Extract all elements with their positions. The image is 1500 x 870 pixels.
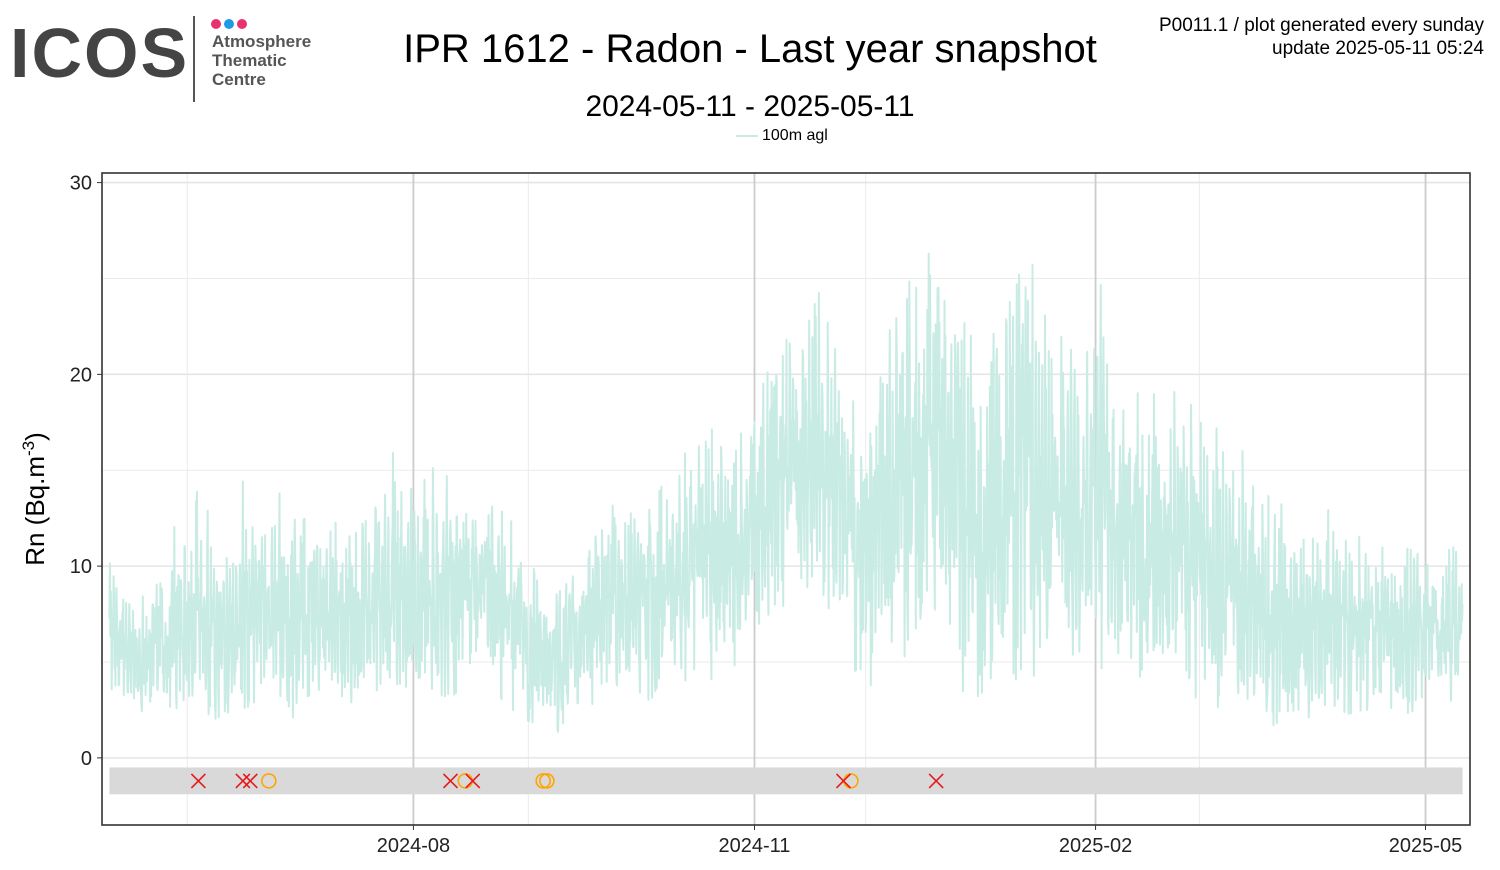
- logo-line: Centre: [212, 70, 266, 89]
- flag-suspicious-marker: [261, 773, 277, 789]
- plot-id-text: P0011.1 / plot generated every sunday: [1159, 15, 1484, 36]
- y-tick-label: 10: [70, 556, 92, 578]
- y-tick-label: 20: [70, 364, 92, 386]
- x-tick-label: 2024-11: [719, 835, 791, 857]
- x-tick-label: 2025-05: [1389, 835, 1462, 857]
- legend-line-swatch: [736, 134, 758, 137]
- logo-dot-icon: [224, 19, 234, 29]
- chart-title: IPR 1612 - Radon - Last year snapshot: [403, 27, 1097, 71]
- logo-dots-icon: [211, 16, 250, 34]
- flag-suspicious-marker: [535, 773, 551, 789]
- flag-band: [109, 767, 1463, 795]
- flag-rejected-marker: [190, 773, 206, 789]
- flag-rejected-marker: [235, 773, 251, 789]
- update-timestamp: update 2025-05-11 05:24: [1272, 38, 1484, 59]
- flag-rejected-marker: [835, 773, 852, 789]
- logo-line: Thematic: [212, 51, 287, 70]
- y-axis-title-main: Rn (Bq.m: [20, 456, 50, 566]
- radon-series-line: [108, 252, 1464, 733]
- y-tick-label: 30: [70, 173, 92, 195]
- logo-wordmark: ICOS: [10, 14, 190, 92]
- flag-rejected-marker: [928, 773, 944, 789]
- plot-meta: P0011.1 / plot generated every sunday up…: [1159, 14, 1484, 60]
- x-tick-label: 2025-02: [1059, 835, 1132, 857]
- y-tick-label: 0: [81, 748, 92, 770]
- legend-series-label: 100m agl: [762, 127, 828, 144]
- logo-line: Atmosphere: [212, 32, 312, 51]
- y-axis-title-superscript: -3: [19, 441, 38, 456]
- logo-divider: [193, 16, 195, 102]
- chart-subtitle: 2024-05-11 - 2025-05-11: [585, 90, 915, 123]
- flag-rejected-marker: [442, 773, 459, 789]
- flag-suspicious-marker: [539, 773, 555, 789]
- logo-dot-icon: [211, 19, 221, 29]
- logo-dot-icon: [237, 19, 247, 29]
- y-axis-title: Rn (Bq.m-3): [19, 432, 50, 566]
- flag-rejected-marker: [242, 773, 258, 789]
- flag-rejected-marker: [465, 773, 481, 789]
- logo-subtitle: Atmosphere Thematic Centre: [212, 32, 311, 89]
- x-tick-label: 2024-08: [377, 835, 450, 857]
- chart-legend: 100m agl: [736, 126, 828, 146]
- plot-panel-border: [101, 172, 1471, 826]
- y-axis-title-close: ): [20, 432, 50, 441]
